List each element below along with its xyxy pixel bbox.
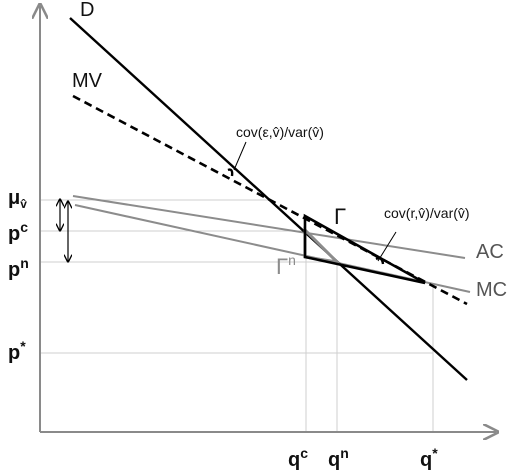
label-gamma-n: Γn (276, 252, 296, 279)
arc-mark-r (375, 256, 385, 265)
axes (40, 6, 496, 432)
label-ac: AC (476, 241, 504, 263)
label-pn: pn (8, 255, 29, 281)
label-qstar: q* (420, 445, 438, 471)
label-qstar-base: q (420, 449, 432, 471)
demand-curve (69, 17, 468, 381)
leader-eps (233, 141, 247, 171)
label-demand: D (80, 0, 94, 21)
label-qn-sup: n (340, 445, 349, 461)
label-qc-base: q (288, 449, 300, 471)
label-mv: MV (72, 70, 103, 92)
guide-lines (40, 199, 434, 432)
label-pstar: p* (8, 338, 26, 364)
label-gamma-n-base: Γ (276, 254, 288, 279)
label-mu-sub: v̂ (20, 197, 27, 211)
label-pn-sup: n (20, 255, 29, 271)
leader-r (377, 231, 397, 262)
label-pstar-sup: * (20, 338, 26, 354)
label-pc-sup: c (20, 219, 28, 235)
label-gamma-n-sup: n (288, 252, 296, 268)
ac-curve (72, 195, 466, 259)
label-gamma: Γ (334, 204, 346, 229)
label-pc-base: p (8, 223, 20, 245)
label-qc: qc (288, 445, 308, 471)
label-pstar-base: p (8, 342, 20, 364)
label-cov-eps: cov(ε,v̂)/var(v̂) (236, 124, 324, 140)
gamma-triangle (303, 213, 426, 285)
label-qstar-sup: * (432, 445, 438, 461)
label-mc: MC (476, 279, 507, 301)
arc-mark-eps (227, 168, 234, 177)
label-mu: μv̂ (8, 187, 27, 211)
label-pn-base: p (8, 259, 20, 281)
label-pc: pc (8, 219, 28, 245)
label-qn-base: q (328, 449, 340, 471)
label-qn: qn (328, 445, 349, 471)
label-mu-base: μ (8, 187, 20, 209)
label-qc-sup: c (300, 445, 308, 461)
label-cov-r: cov(r,v̂)/var(v̂) (384, 205, 470, 221)
